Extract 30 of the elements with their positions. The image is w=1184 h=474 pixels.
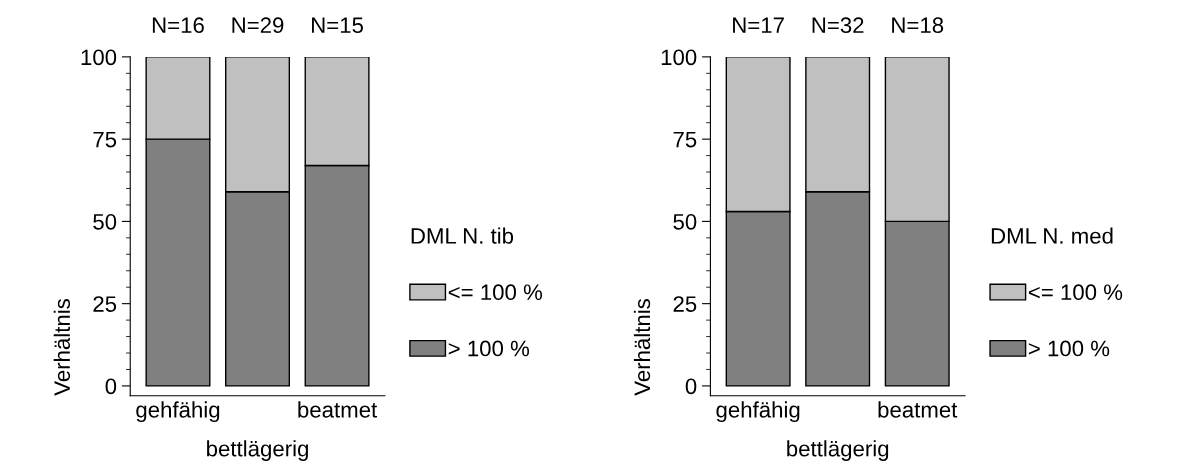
y-tick-label: 50: [93, 213, 117, 230]
y-tick-label: 50: [673, 213, 697, 230]
x-tick-label: bettlägerig: [787, 440, 889, 461]
y-tick-label: 0: [105, 378, 117, 395]
y-tick-label: 0: [685, 378, 697, 395]
y-tick-label: 100: [661, 49, 697, 66]
y-tick-label: 75: [93, 131, 117, 148]
x-tick-label: gehfähig: [716, 401, 800, 423]
legend-title: DML N. tib: [411, 227, 514, 244]
y-tick-label: 25: [93, 296, 117, 312]
annotation: N=29: [232, 17, 284, 34]
annotation: N=16: [152, 17, 204, 34]
legend-label: <= 100 %: [448, 284, 543, 301]
annotation: N=18: [892, 17, 944, 34]
legend-title: DML N. med: [991, 227, 1113, 244]
legend-label: > 100 %: [448, 340, 530, 357]
x-tick-label: bettlägerig: [207, 440, 308, 461]
x-tick-label: beatmet: [878, 401, 958, 418]
legend-label: <= 100 %: [1028, 284, 1123, 301]
y-tick-label: 75: [673, 131, 697, 148]
y-tick-label: 100: [81, 49, 117, 66]
x-tick-label: gehfähig: [136, 401, 220, 423]
annotation: N=32: [812, 17, 864, 34]
x-tick-label: beatmet: [298, 401, 378, 418]
y-axis-title: Verhältnis: [633, 299, 651, 396]
annotation: N=17: [733, 17, 784, 33]
legend-label: > 100 %: [1028, 340, 1110, 357]
annotation: N=15: [312, 17, 364, 34]
y-axis-title: Verhältnis: [53, 299, 71, 396]
y-tick-label: 25: [673, 296, 697, 312]
